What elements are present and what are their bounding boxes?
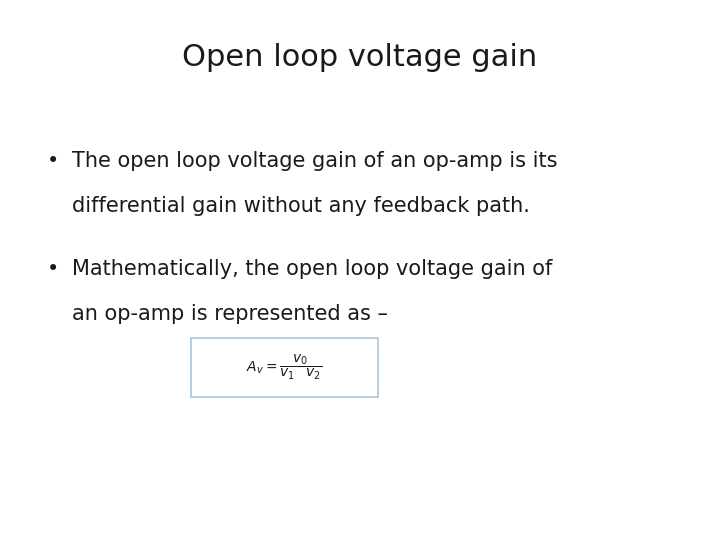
Text: The open loop voltage gain of an op-amp is its: The open loop voltage gain of an op-amp … bbox=[72, 151, 557, 171]
Text: an op-amp is represented as –: an op-amp is represented as – bbox=[72, 304, 388, 324]
Text: differential gain without any feedback path.: differential gain without any feedback p… bbox=[72, 196, 530, 216]
Text: Mathematically, the open loop voltage gain of: Mathematically, the open loop voltage ga… bbox=[72, 259, 552, 279]
Text: •: • bbox=[47, 259, 59, 279]
Text: •: • bbox=[47, 151, 59, 171]
Text: $A_v = \dfrac{v_0}{v_1 \;\;\; v_2}$: $A_v = \dfrac{v_0}{v_1 \;\;\; v_2}$ bbox=[246, 353, 323, 382]
FancyBboxPatch shape bbox=[191, 338, 378, 397]
Text: Open loop voltage gain: Open loop voltage gain bbox=[182, 43, 538, 72]
